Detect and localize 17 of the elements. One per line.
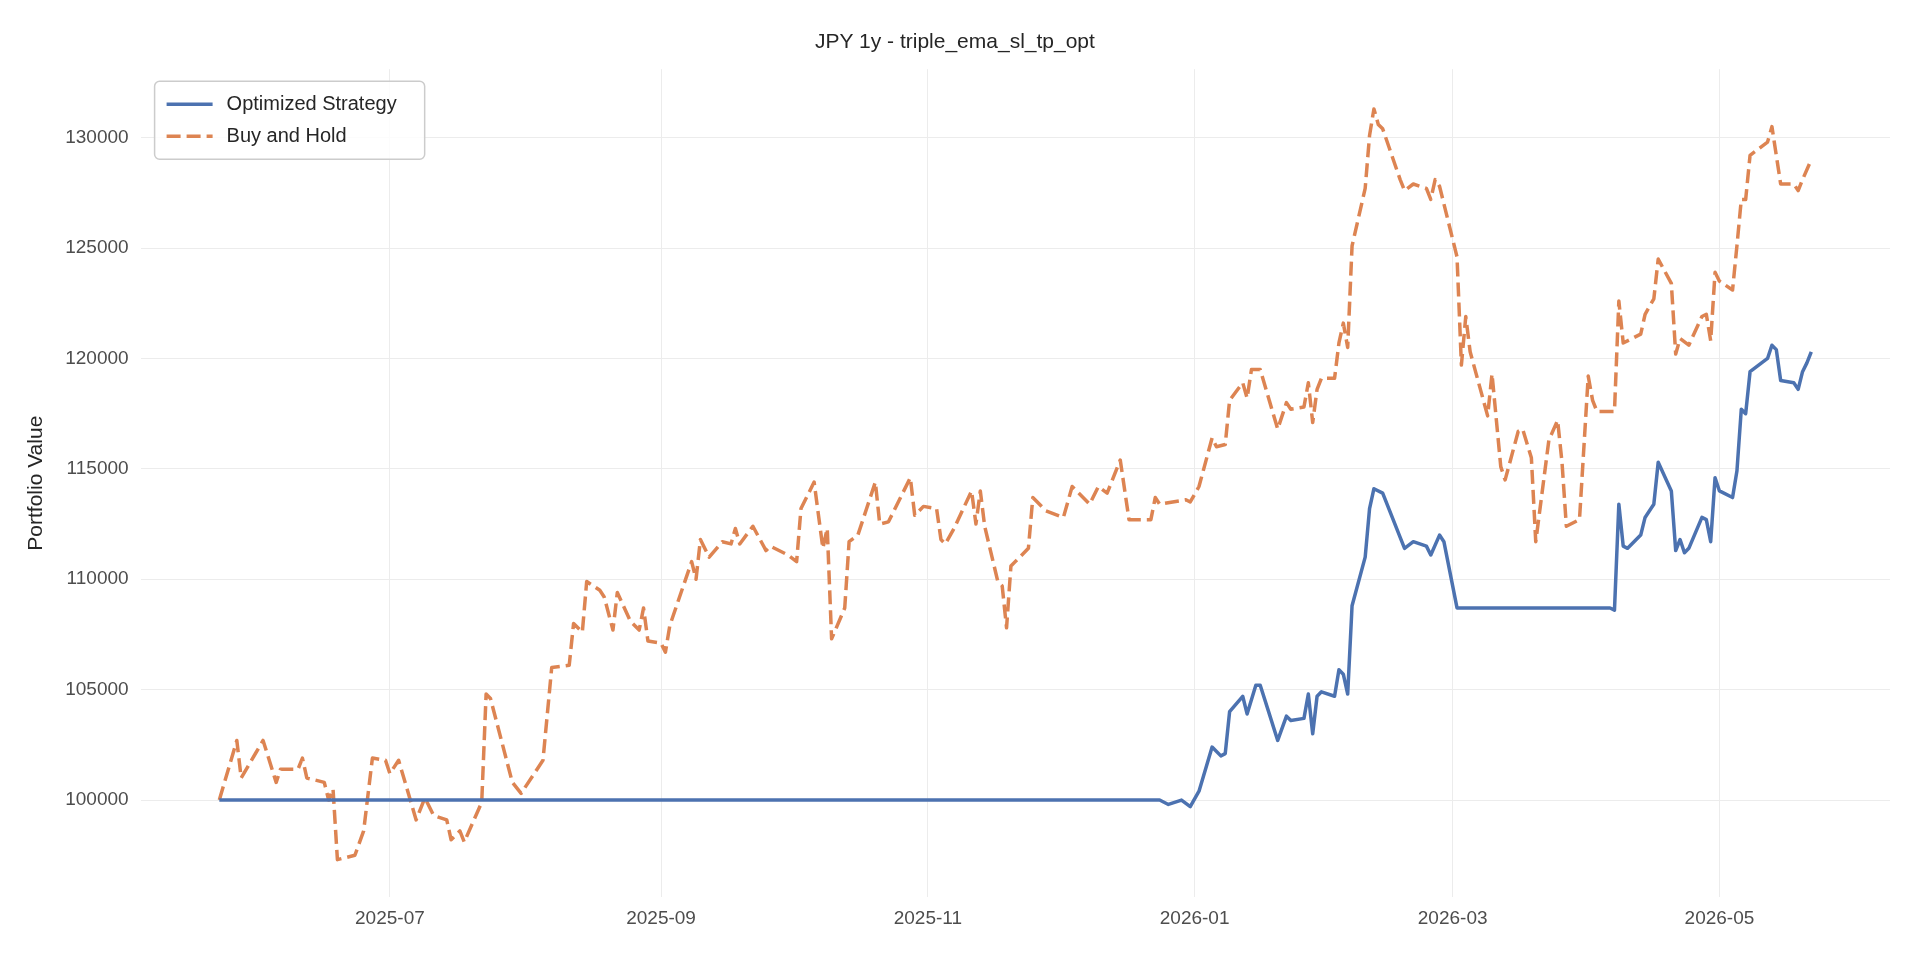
y-tick-label: 130000 [65, 125, 129, 147]
y-tick-label: 125000 [65, 236, 129, 258]
y-tick-label: 105000 [65, 677, 129, 699]
y-tick-label: 115000 [66, 457, 129, 479]
legend-label: Buy and Hold [226, 123, 347, 146]
x-tick-label: 2025-07 [355, 906, 425, 928]
legend-label: Optimized Strategy [226, 91, 397, 114]
x-tick-label: 2026-01 [1159, 906, 1230, 928]
y-tick-label: 100000 [65, 788, 129, 810]
y-tick-label: 110000 [66, 567, 129, 589]
chart-title: JPY 1y - triple_ema_sl_tp_opt [815, 29, 1096, 54]
x-tick-label: 2026-03 [1417, 906, 1488, 928]
y-axis-title: Portfolio Value [23, 415, 47, 551]
y-tick-label: 120000 [65, 346, 129, 368]
x-tick-label: 2026-05 [1684, 906, 1755, 928]
x-tick-label: 2025-11 [893, 906, 962, 928]
x-tick-label: 2025-09 [626, 906, 696, 928]
